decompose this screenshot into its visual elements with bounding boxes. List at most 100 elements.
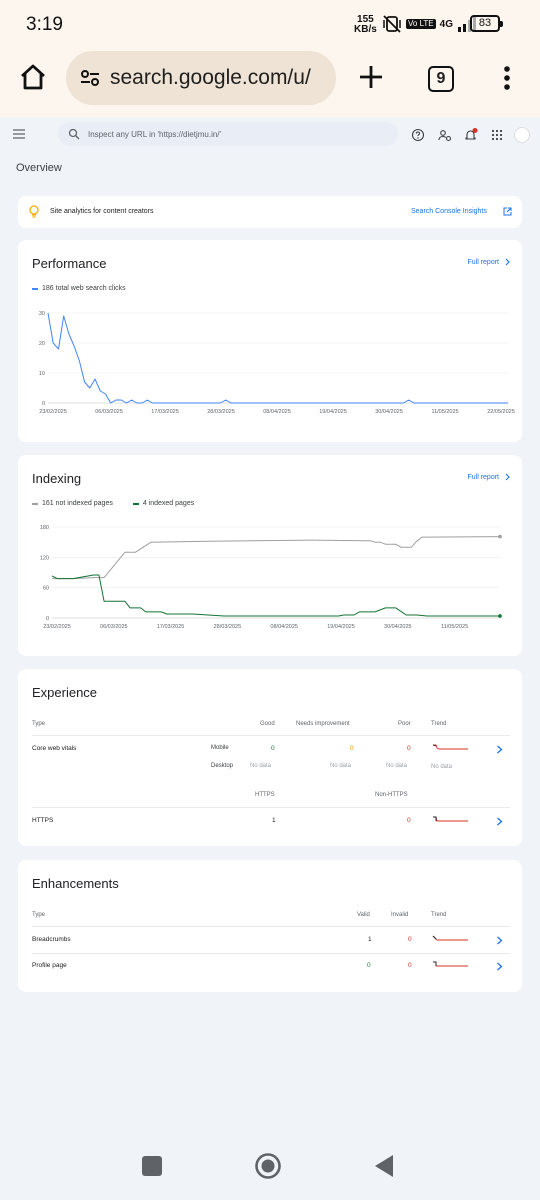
- y-tick-label: 60: [43, 586, 49, 592]
- https-trend: [433, 816, 468, 822]
- performance-full-report[interactable]: Full report: [467, 258, 510, 266]
- legend-not-indexed-label[interactable]: 161 not indexed pages: [42, 500, 113, 507]
- full-report-label[interactable]: Full report: [467, 258, 499, 266]
- url-inspection-search[interactable]: [58, 122, 398, 146]
- col-invalid: Invalid: [391, 912, 409, 918]
- y-tick-label: 120: [40, 555, 49, 561]
- col-trend: Trend: [431, 912, 447, 918]
- insights-link[interactable]: Search Console Insights: [411, 208, 487, 215]
- tab-switcher-button[interactable]: 9: [428, 66, 454, 92]
- lightbulb-icon: [29, 205, 39, 218]
- x-tick-label: 22/05/2025: [487, 409, 515, 415]
- x-tick-label: 11/05/2025: [431, 409, 458, 415]
- mute-vibrate-icon: [383, 15, 401, 33]
- search-icon: [68, 128, 80, 140]
- help-icon[interactable]: [411, 128, 425, 142]
- series-end-point: [498, 534, 502, 539]
- col-needs-improvement: Needs improvement: [296, 721, 350, 727]
- insights-banner: Site analytics for content creators Sear…: [18, 196, 522, 228]
- manage-users-icon[interactable]: [438, 128, 452, 142]
- enhancement-row-label[interactable]: Breadcrumbs: [32, 936, 71, 943]
- legend-indexed-label[interactable]: 4 indexed pages: [142, 500, 195, 507]
- chevron-right-icon[interactable]: [496, 936, 503, 945]
- non-https-count: 0: [407, 817, 411, 824]
- performance-legend[interactable]: 186 total web search clicks: [32, 285, 126, 292]
- home-nav-icon[interactable]: [254, 1152, 282, 1180]
- cwv-desktop-label: Desktop: [211, 763, 234, 769]
- col-https: HTTPS: [255, 792, 275, 798]
- cwv-mobile-poor: 0: [407, 745, 411, 752]
- home-icon[interactable]: [18, 62, 48, 92]
- open-in-new-icon[interactable]: [503, 207, 512, 216]
- address-bar[interactable]: search.google.com/u/: [66, 51, 336, 105]
- x-tick-label: 30/04/2025: [375, 409, 403, 415]
- series-line: [47, 312, 508, 404]
- x-tick-label: 06/03/2025: [95, 409, 123, 415]
- performance-title: Performance: [32, 256, 107, 271]
- notifications-icon[interactable]: [464, 128, 478, 142]
- search-input[interactable]: [88, 125, 388, 143]
- network-rate: 155 KB/s: [354, 15, 377, 35]
- cwv-label[interactable]: Core web vitals: [32, 745, 77, 752]
- cwv-desktop-needs: No data: [330, 763, 352, 769]
- x-tick-label: 23/02/2025: [43, 624, 71, 630]
- x-tick-label: 19/04/2025: [319, 409, 347, 415]
- enhancement-row-valid: 0: [367, 962, 371, 969]
- indexing-chart: 0 60 120 180 23/02/2025 06/03/2025 17/03/2025 2…: [40, 525, 502, 630]
- status-time: 3:19: [26, 14, 63, 35]
- more-options-icon[interactable]: [500, 66, 514, 90]
- legend-swatch-indexed: [132, 502, 139, 505]
- cwv-mobile-needs: 0: [350, 745, 354, 752]
- y-tick-label: 180: [40, 525, 49, 531]
- full-report-label[interactable]: Full report: [467, 473, 499, 481]
- col-type: Type: [32, 721, 46, 727]
- col-type: Type: [32, 912, 46, 918]
- legend-swatch-not-indexed: [32, 502, 38, 505]
- y-tick-label: 30: [39, 311, 45, 317]
- recents-button[interactable]: [142, 1156, 162, 1176]
- x-tick-label: 23/02/2025: [39, 409, 67, 415]
- url-text: search.google.com/u/: [110, 66, 311, 89]
- https-label[interactable]: HTTPS: [32, 817, 54, 824]
- divider: [32, 807, 510, 808]
- site-settings-icon[interactable]: [80, 68, 100, 88]
- x-tick-label: 30/04/2025: [384, 624, 412, 630]
- enhancements-title: Enhancements: [32, 876, 119, 891]
- chevron-right-icon[interactable]: [496, 745, 503, 754]
- status-bar: 3:19 155 KB/s Vo LTE 4G 83: [0, 0, 540, 48]
- cwv-mobile-trend: [432, 744, 468, 750]
- enhancement-row-invalid: 0: [408, 936, 412, 943]
- chevron-right-icon: [505, 473, 510, 481]
- divider: [32, 953, 510, 954]
- chevron-right-icon[interactable]: [496, 817, 503, 826]
- indexing-legend: 161 not indexed pages 4 indexed pages: [32, 500, 194, 507]
- col-non-https: Non-HTTPS: [375, 792, 408, 798]
- new-tab-icon[interactable]: [358, 64, 384, 90]
- x-tick-label: 06/03/2025: [100, 624, 128, 630]
- divider: [32, 926, 510, 927]
- network-type: 4G: [439, 18, 453, 30]
- apps-grid-icon[interactable]: [490, 128, 504, 142]
- performance-card: Performance Full report 186 total web se…: [18, 240, 522, 442]
- y-tick-label: 0: [46, 616, 49, 622]
- battery-indicator: 83: [470, 15, 503, 32]
- account-avatar[interactable]: [514, 127, 530, 143]
- legend-clicks-label: 186 total web search clicks: [42, 285, 126, 292]
- network-rate-value: 155: [357, 14, 374, 25]
- indexing-full-report[interactable]: Full report: [467, 473, 510, 481]
- chevron-right-icon[interactable]: [496, 962, 503, 971]
- divider: [32, 735, 510, 736]
- x-tick-label: 17/03/2025: [157, 624, 185, 630]
- enhancement-row-label[interactable]: Profile page: [32, 962, 67, 969]
- back-icon[interactable]: [373, 1154, 395, 1178]
- enhancement-row-valid: 1: [368, 936, 372, 943]
- cwv-mobile-label: Mobile: [211, 745, 229, 751]
- browser-chrome: 3:19 155 KB/s Vo LTE 4G 83: [0, 0, 540, 117]
- experience-card: Experience Type Good Needs improvement P…: [18, 669, 522, 846]
- col-trend: Trend: [431, 721, 447, 727]
- gsc-header: [0, 117, 540, 153]
- series-end-point: [498, 614, 502, 618]
- legend-swatch-clicks: [32, 287, 38, 290]
- menu-icon[interactable]: [12, 127, 26, 141]
- series-line: [51, 574, 500, 617]
